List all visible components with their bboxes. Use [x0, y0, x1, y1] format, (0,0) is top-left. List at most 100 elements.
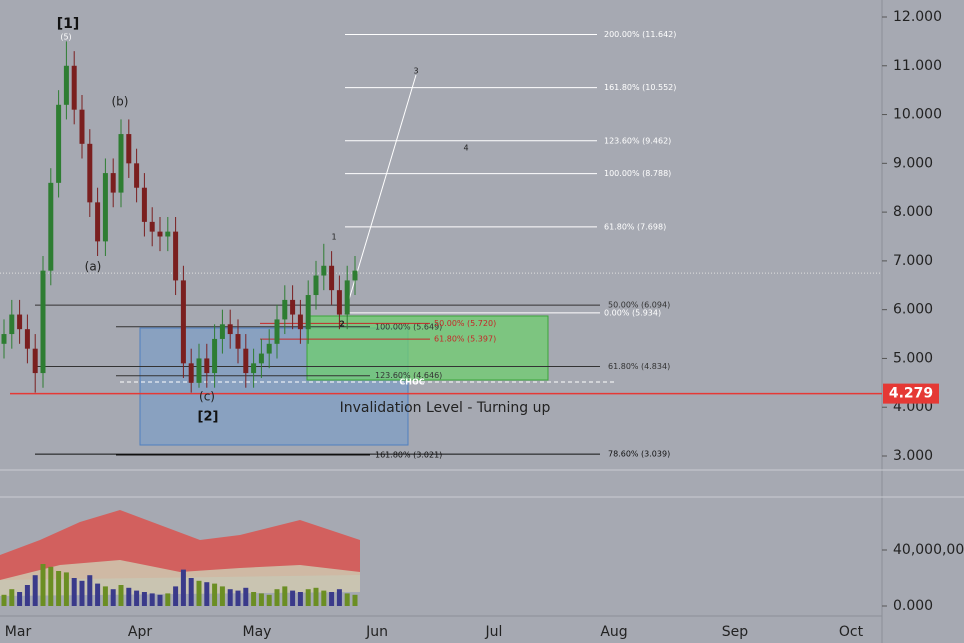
fib-label: 123.60% (9.462)	[604, 136, 671, 145]
volume-bar	[126, 587, 132, 606]
candle-body	[95, 202, 101, 242]
volume-bar	[344, 593, 350, 606]
volume-bar	[149, 593, 155, 606]
candle-body	[63, 65, 69, 105]
fib-label: 61.80% (4.834)	[608, 362, 670, 371]
fib-label: 0.00% (5.934)	[604, 308, 661, 317]
y-tick-label: 6.000	[893, 302, 933, 318]
month-label: Jul	[485, 624, 503, 640]
fib-label: 61.80% (7.698)	[604, 222, 666, 231]
fib-label: 50.00% (5.720)	[434, 319, 496, 328]
y-tick-label: 7.000	[893, 253, 933, 269]
candle-body	[165, 231, 171, 237]
month-label: Aug	[600, 624, 627, 640]
candle-body	[1, 334, 7, 344]
volume-bar	[118, 585, 124, 606]
candle-body	[266, 343, 272, 354]
candle-body	[235, 334, 241, 349]
volume-tick-label: 40,000,000	[893, 542, 964, 558]
month-label: May	[243, 624, 272, 640]
volume-bar	[266, 594, 272, 606]
candle-body	[79, 109, 85, 144]
annotation: (c)	[199, 390, 215, 404]
volume-bar	[95, 583, 101, 606]
candle-body	[173, 231, 179, 281]
annotation: (5)	[60, 33, 71, 42]
fib-label: 123.60% (4.646)	[375, 371, 442, 380]
candle-body	[212, 338, 218, 374]
candle-body	[110, 173, 116, 193]
candle-body	[336, 290, 342, 315]
annotation: 2	[339, 320, 345, 329]
candle-body	[305, 295, 311, 330]
candle-body	[274, 319, 280, 344]
candle-body	[141, 187, 147, 222]
fib-label: 78.60% (3.039)	[608, 450, 670, 459]
y-tick-label: 9.000	[893, 155, 933, 171]
candle-body	[24, 329, 30, 349]
candle-body	[196, 358, 202, 383]
month-label: Apr	[128, 624, 152, 640]
candle-body	[329, 265, 335, 291]
fib-label: 100.00% (8.788)	[604, 169, 671, 178]
volume-bar	[173, 586, 179, 606]
volume-bar	[274, 589, 280, 606]
candle-body	[188, 363, 194, 383]
candle-body	[204, 358, 210, 374]
price-label-box	[883, 383, 939, 404]
month-label: Sep	[722, 624, 749, 640]
price-label: 4.279	[889, 386, 933, 402]
month-label: Jun	[365, 624, 388, 640]
volume-bar	[32, 575, 38, 606]
volume-bar	[321, 590, 327, 606]
y-tick-label: 3.000	[893, 448, 933, 464]
candle-body	[290, 299, 296, 315]
candle-body	[352, 270, 358, 281]
annotation: Invalidation Level - Turning up	[340, 400, 551, 416]
volume-bar	[40, 564, 46, 606]
annotation: [2]	[198, 410, 219, 425]
volume-bar	[196, 580, 202, 606]
volume-bar	[56, 571, 62, 606]
annotation: (a)	[85, 260, 102, 274]
volume-bar	[243, 587, 249, 606]
volume-bar	[282, 586, 288, 606]
month-label: Oct	[839, 624, 864, 640]
volume-bar	[204, 582, 210, 606]
month-label: Mar	[5, 624, 32, 640]
candle-body	[87, 143, 93, 203]
candle-body	[227, 324, 233, 335]
candle-body	[9, 314, 15, 335]
candle-body	[243, 348, 249, 374]
volume-bar	[17, 592, 23, 606]
volume-bar	[352, 594, 358, 606]
volume-bar	[102, 586, 108, 606]
fib-label: 200.00% (11.642)	[604, 30, 676, 39]
annotation: (b)	[112, 95, 129, 109]
volume-bar	[336, 589, 342, 606]
fib-label: 50.00% (6.094)	[608, 301, 670, 310]
candle-body	[40, 270, 46, 374]
candle-body	[32, 348, 38, 374]
candle-body	[344, 280, 350, 315]
candle-body	[118, 134, 124, 193]
volume-bar	[305, 589, 311, 606]
candle-body	[313, 275, 319, 296]
volume-bar	[219, 586, 225, 606]
volume-bar	[251, 592, 257, 606]
candle-body	[251, 363, 257, 374]
candle-body	[258, 353, 264, 364]
fib-label: 100.00% (5.649)	[375, 322, 442, 331]
candle-body	[56, 104, 62, 183]
volume-bar	[165, 593, 171, 606]
volume-bar	[1, 594, 7, 606]
candle-body	[134, 163, 140, 188]
volume-bar	[227, 589, 233, 606]
volume-bar	[87, 575, 93, 606]
y-tick-label: 5.000	[893, 350, 933, 366]
candle-body	[321, 265, 327, 276]
volume-bar	[134, 590, 140, 606]
annotation: [1]	[57, 16, 80, 32]
annotation: CHOC	[399, 378, 424, 387]
